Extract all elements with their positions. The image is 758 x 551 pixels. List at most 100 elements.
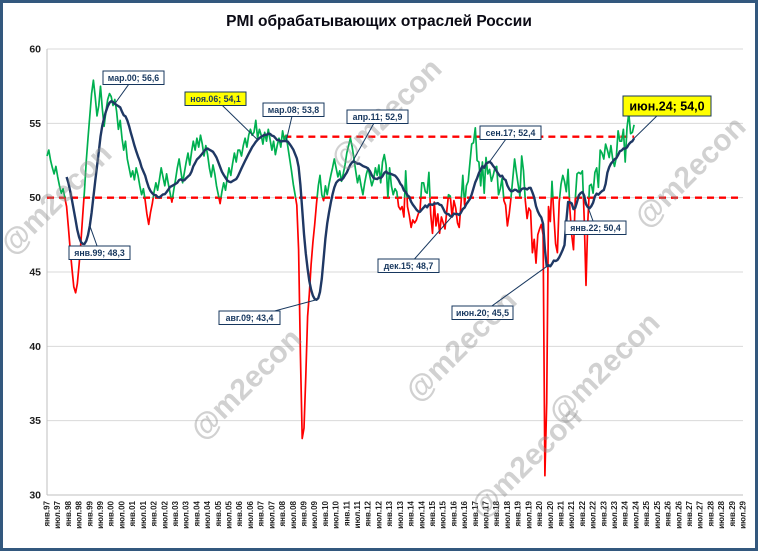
annotation-label: янв.22; 50,4 bbox=[570, 223, 621, 233]
x-axis-label: янв.10 bbox=[321, 500, 330, 526]
x-axis-label: июл.09 bbox=[310, 500, 319, 528]
x-axis-label: июл.12 bbox=[374, 500, 383, 528]
x-axis-label: июл.17 bbox=[482, 500, 491, 528]
x-axis-label: июл.22 bbox=[589, 500, 598, 528]
x-axis-label: янв.28 bbox=[706, 500, 715, 526]
annotation-leader-line bbox=[408, 216, 453, 267]
x-axis-label: янв.16 bbox=[449, 500, 458, 526]
annotation-box bbox=[262, 102, 325, 117]
annotation-box bbox=[451, 305, 514, 320]
x-axis-label: июл.26 bbox=[674, 500, 683, 528]
pmi-12m-average-line bbox=[65, 100, 636, 301]
annotation-box bbox=[68, 245, 131, 260]
annotation-box bbox=[102, 70, 165, 85]
x-axis-label: янв.97 bbox=[43, 500, 52, 526]
x-axis-label: июл.07 bbox=[267, 500, 276, 528]
x-axis-label: июл.16 bbox=[460, 500, 469, 528]
x-axis-label: янв.19 bbox=[514, 500, 523, 526]
x-axis-label: июл.20 bbox=[546, 500, 555, 528]
x-axis-label: янв.07 bbox=[257, 500, 266, 526]
x-axis-label: янв.01 bbox=[128, 500, 137, 526]
annotation-leader-line bbox=[351, 116, 378, 163]
x-axis-label: июл.04 bbox=[203, 500, 212, 528]
annotation-box bbox=[377, 258, 440, 273]
annotation-label: июн.24; 54,0 bbox=[629, 100, 704, 114]
x-axis-label: июл.98 bbox=[75, 500, 84, 528]
x-axis-label: янв.27 bbox=[685, 500, 694, 526]
x-axis-label: янв.15 bbox=[428, 500, 437, 526]
x-axis-label: янв.22 bbox=[578, 500, 587, 526]
x-axis-label: июл.15 bbox=[439, 500, 448, 528]
x-axis-label: июл.02 bbox=[160, 500, 169, 528]
y-axis-label: 35 bbox=[29, 415, 41, 427]
x-axis-label: июл.99 bbox=[96, 500, 105, 528]
annotation-box bbox=[622, 95, 712, 117]
watermark-text: @m2econ bbox=[628, 110, 752, 234]
x-axis-label: янв.98 bbox=[64, 500, 73, 526]
x-axis-label: июл.25 bbox=[653, 500, 662, 528]
x-axis-label: июл.27 bbox=[696, 500, 705, 528]
x-axis-label: июл.00 bbox=[117, 500, 126, 528]
y-axis-label: 45 bbox=[29, 267, 41, 279]
x-axis-label: июл.28 bbox=[717, 500, 726, 528]
y-axis-label: 55 bbox=[29, 118, 41, 130]
y-axis-label: 30 bbox=[29, 490, 41, 502]
pmi-chart: PMI обрабатывающих отраслей России 30 35 4… bbox=[3, 13, 752, 529]
x-axis-label: янв.08 bbox=[278, 500, 287, 526]
x-axis-label: янв.06 bbox=[235, 500, 244, 526]
x-axis-label: янв.23 bbox=[599, 500, 608, 526]
x-axis-label: янв.05 bbox=[214, 500, 223, 526]
x-axis-label: июл.24 bbox=[631, 500, 640, 528]
watermark-text: @m2econ bbox=[184, 322, 308, 446]
x-axis-label: июл.13 bbox=[396, 500, 405, 528]
x-axis-label: янв.11 bbox=[342, 500, 351, 526]
x-axis-label: июл.18 bbox=[503, 500, 512, 528]
watermark-text: @m2econ bbox=[3, 137, 118, 261]
annotation-label: авг.09; 43,4 bbox=[226, 313, 274, 323]
chart-title: PMI обрабатывающих отраслей России bbox=[226, 13, 532, 30]
annotation-box bbox=[346, 109, 409, 124]
x-axis-label: июл.29 bbox=[739, 500, 748, 528]
annotation-label: янв.99; 48,3 bbox=[74, 248, 125, 258]
x-axis-label: янв.14 bbox=[407, 500, 416, 526]
x-axis-label: янв.04 bbox=[192, 500, 201, 526]
annotation-box bbox=[564, 220, 627, 235]
annotation-label: дек.15; 48,7 bbox=[384, 261, 434, 271]
annotation-box bbox=[218, 310, 281, 325]
x-axis-label: янв.24 bbox=[621, 500, 630, 526]
x-axis-label: июл.05 bbox=[225, 500, 234, 528]
annotation-label: сен.17; 52,4 bbox=[486, 128, 536, 138]
x-axis-label: июл.06 bbox=[246, 500, 255, 528]
x-axis-label: янв.20 bbox=[535, 500, 544, 526]
x-axis-label: июл.14 bbox=[417, 500, 426, 528]
y-axis-label: 60 bbox=[29, 44, 41, 56]
x-axis-label: янв.03 bbox=[171, 500, 180, 526]
x-axis-label: янв.12 bbox=[364, 500, 373, 526]
pmi-monthly-line-below-50 bbox=[63, 197, 590, 477]
annotation-label: мар.08; 53,8 bbox=[268, 105, 319, 115]
x-axis-label: янв.29 bbox=[728, 500, 737, 526]
x-axis-label: янв.21 bbox=[556, 500, 565, 526]
x-axis-label: июл.19 bbox=[524, 500, 533, 528]
x-axis-label: июл.97 bbox=[53, 500, 62, 528]
x-axis-label: янв.09 bbox=[299, 500, 308, 526]
x-axis-label: янв.25 bbox=[642, 500, 651, 526]
x-axis-label: июл.11 bbox=[353, 500, 362, 528]
x-axis-label: июл.03 bbox=[182, 500, 191, 528]
x-axis-label: янв.26 bbox=[664, 500, 673, 526]
x-axis-label: янв.00 bbox=[107, 500, 116, 526]
x-axis-label: июл.23 bbox=[610, 500, 619, 528]
x-axis-label: янв.99 bbox=[85, 500, 94, 526]
x-axis-label: июл.08 bbox=[289, 500, 298, 528]
x-axis-label: июл.21 bbox=[567, 500, 576, 528]
x-axis-label: янв.13 bbox=[385, 500, 394, 526]
annotation-label: ноя.06; 54,1 bbox=[190, 94, 241, 104]
annotation-box bbox=[184, 91, 247, 106]
annotation-label: мар.00; 56,6 bbox=[108, 73, 159, 83]
annotation-label: апр.11; 52,9 bbox=[353, 112, 403, 122]
x-axis-label: янв.18 bbox=[492, 500, 501, 526]
annotation-label: июн.20; 45,5 bbox=[456, 308, 509, 318]
x-axis-label: июл.10 bbox=[332, 500, 341, 528]
annotation-box bbox=[479, 125, 542, 140]
